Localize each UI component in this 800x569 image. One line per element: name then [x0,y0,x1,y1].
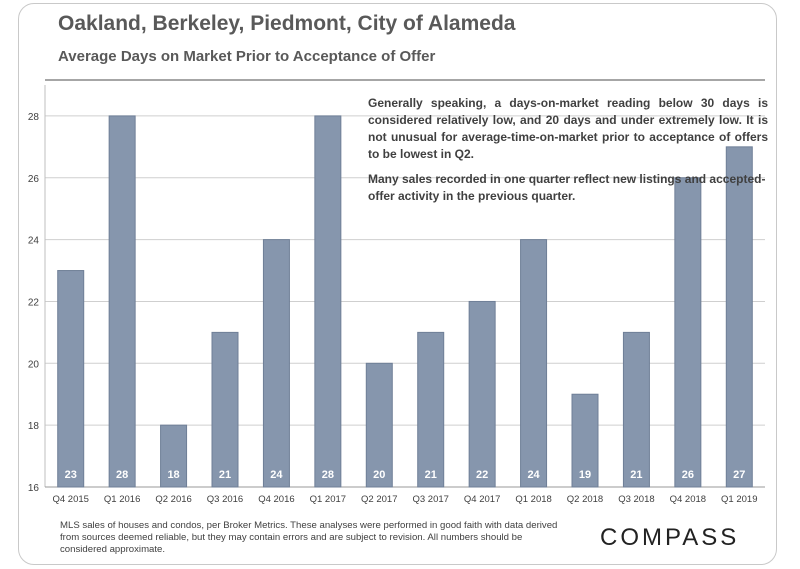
y-tick-label: 28 [28,112,40,123]
bar [674,177,702,488]
bar-data-label: 28 [116,469,128,481]
x-tick-label: Q3 2018 [618,494,654,505]
bar [417,331,445,488]
bar [108,115,136,488]
chart-title: Oakland, Berkeley, Piedmont, City of Ala… [58,12,516,35]
bar [262,239,290,488]
y-tick-label: 20 [28,359,40,370]
bar [160,424,188,488]
bar [725,146,753,488]
x-tick-label: Q3 2017 [412,494,448,505]
x-tick-label: Q4 2015 [52,494,88,505]
annotation-paragraph-1: Generally speaking, a days-on-market rea… [368,96,768,161]
title-divider [45,79,765,81]
bar [520,239,548,488]
x-tick-label: Q2 2016 [155,494,191,505]
bar-data-label: 21 [630,469,642,481]
bar [211,331,239,488]
x-tick-label: Q2 2018 [567,494,603,505]
y-tick-label: 18 [28,421,40,432]
x-tick-label: Q2 2017 [361,494,397,505]
bar-data-label: 26 [682,469,694,481]
bar [468,300,496,488]
x-tick-label: Q1 2016 [104,494,140,505]
x-tick-label: Q1 2018 [515,494,551,505]
bar [365,362,393,488]
bar-data-label: 21 [425,469,437,481]
x-tick-label: Q1 2019 [721,494,757,505]
bar [314,115,342,488]
bar-data-label: 28 [322,469,334,481]
x-tick-label: Q4 2018 [670,494,706,505]
x-tick-label: Q1 2017 [310,494,346,505]
x-tick-label: Q3 2016 [207,494,243,505]
annotation-paragraph-2: Many sales recorded in one quarter refle… [368,172,766,203]
y-tick-label: 24 [28,236,40,247]
bar-data-label: 19 [579,469,591,481]
bar [571,393,599,488]
bar [57,270,85,488]
y-tick-label: 26 [28,174,40,185]
bar-data-label: 20 [373,469,385,481]
bar-data-label: 22 [476,469,488,481]
bar-data-label: 23 [65,469,77,481]
bar-data-label: 24 [527,469,540,481]
chart-card [18,3,777,565]
bar [622,331,650,488]
bar-data-label: 21 [219,469,231,481]
bar-data-label: 24 [270,469,283,481]
chart-subtitle: Average Days on Market Prior to Acceptan… [58,48,436,65]
y-tick-label: 16 [28,483,40,494]
x-tick-label: Q4 2017 [464,494,500,505]
source-disclaimer: MLS sales of houses and condos, per Brok… [60,520,558,555]
bar-data-label: 18 [167,469,179,481]
y-tick-label: 22 [28,297,40,308]
compass-logo: COMPASS [600,524,740,551]
x-tick-label: Q4 2016 [258,494,294,505]
bar-data-label: 27 [733,469,745,481]
